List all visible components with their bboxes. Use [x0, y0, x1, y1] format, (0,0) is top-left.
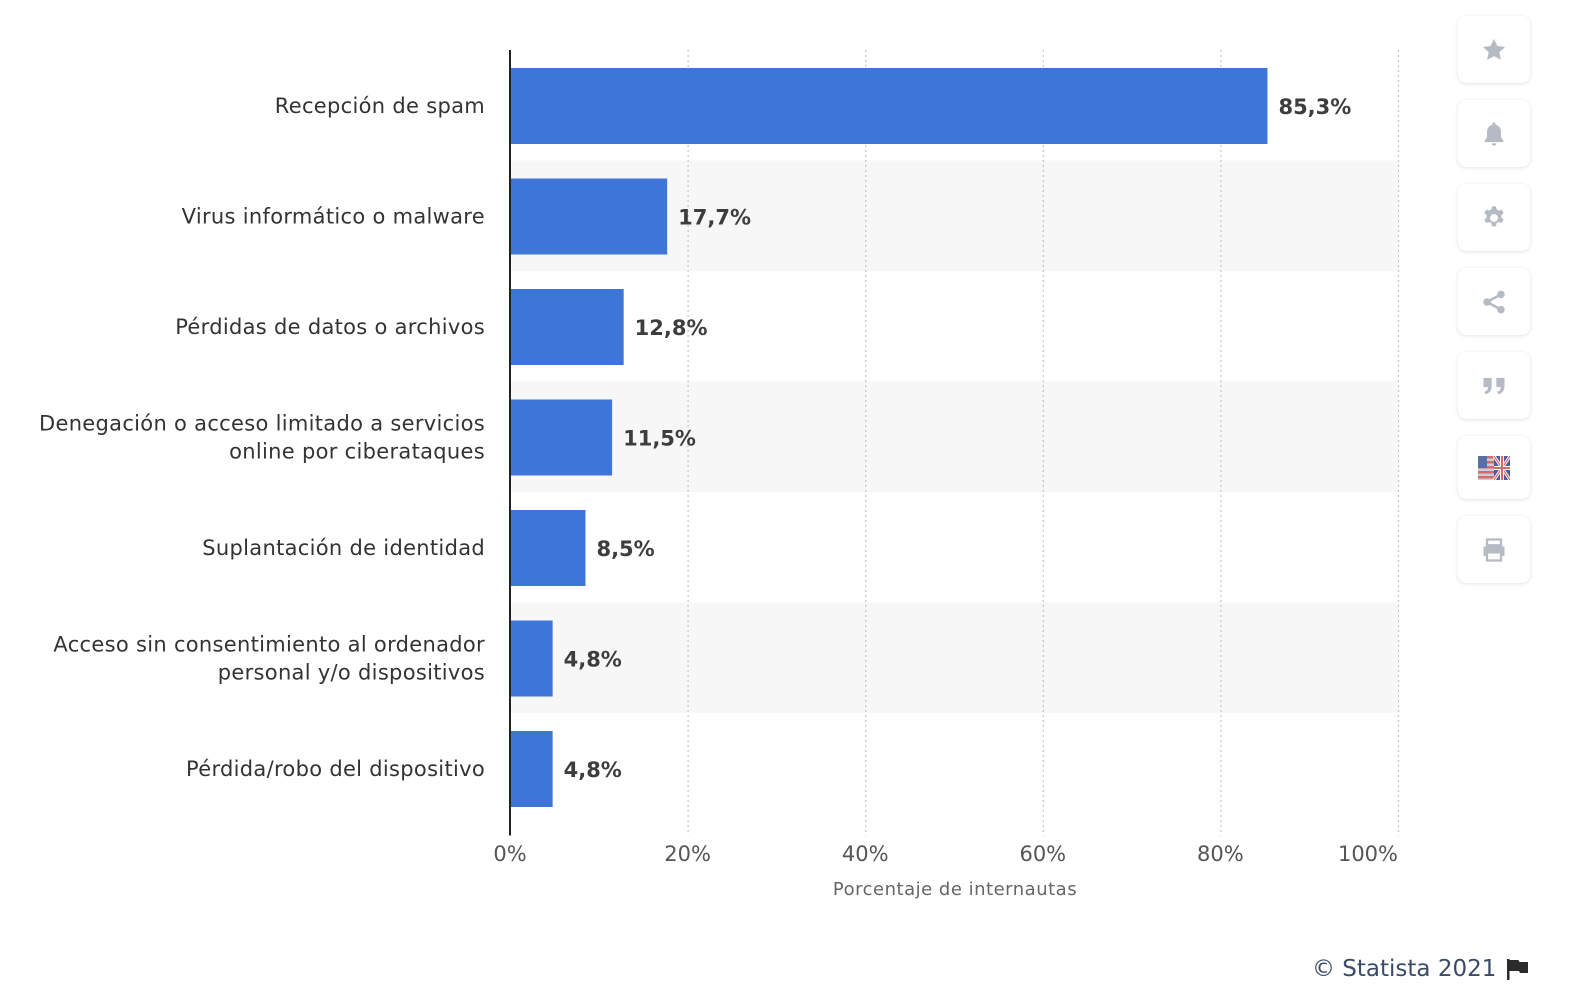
cite-button[interactable]	[1458, 352, 1530, 419]
category-label: Suplantación de identidad	[202, 536, 485, 560]
value-label: 12,8%	[635, 316, 708, 340]
value-labels: 85,3% 17,7% 12,8% 11,5% 8,5% 4,8% 4,8%	[564, 95, 1352, 782]
x-axis-title: Porcentaje de internautas	[833, 879, 1077, 900]
share-icon	[1483, 290, 1505, 313]
row-stripes	[510, 160, 1398, 713]
category-label-line: Recepción de spam	[275, 94, 485, 118]
star-icon	[1482, 38, 1506, 60]
x-tick-label: 100%	[1338, 842, 1398, 866]
value-label: 4,8%	[564, 758, 622, 782]
x-tick-labels: 0% 20% 40% 60% 80% 100%	[493, 842, 1398, 866]
credits[interactable]: © Statista 2021	[1312, 952, 1530, 986]
value-label: 11,5%	[623, 427, 696, 451]
print-button[interactable]	[1458, 516, 1530, 583]
category-label: Pérdida/robo del dispositivo	[186, 757, 485, 781]
category-label-line: personal y/o dispositivos	[218, 661, 485, 685]
credits-text[interactable]: © Statista 2021	[1312, 956, 1497, 982]
value-label: 8,5%	[596, 537, 654, 561]
category-label: Pérdidas de datos o archivos	[175, 315, 485, 339]
bar[interactable]	[510, 178, 668, 255]
grid-lines	[687, 50, 1400, 836]
category-label: Recepción de spam	[275, 94, 485, 118]
bar-chart: Recepción de spam Virus informático o mal…	[39, 50, 1400, 900]
category-label-line: Virus informático o malware	[182, 205, 485, 229]
category-label-line: Pérdida/robo del dispositivo	[186, 757, 485, 781]
bar[interactable]	[510, 399, 613, 476]
bar[interactable]	[510, 620, 553, 697]
favorite-button[interactable]	[1458, 16, 1530, 83]
bell-icon	[1484, 121, 1504, 146]
x-tick-label: 60%	[1019, 842, 1066, 866]
bar[interactable]	[510, 68, 1268, 144]
x-tick-label: 20%	[664, 842, 711, 866]
bar[interactable]	[510, 289, 624, 365]
quote-icon	[1483, 377, 1505, 394]
category-label: Virus informático o malware	[182, 205, 485, 229]
category-labels: Recepción de spam Virus informático o mal…	[39, 94, 485, 781]
category-label-line: online por ciberataques	[229, 440, 485, 464]
category-label-line: Pérdidas de datos o archivos	[175, 315, 485, 339]
gear-icon	[1484, 205, 1504, 226]
x-tick-label: 40%	[842, 842, 889, 866]
x-tick-label: 0%	[493, 842, 526, 866]
category-label-line: Denegación o acceso limitado a servicios	[39, 412, 485, 436]
printer-icon	[1483, 537, 1505, 562]
category-label: Acceso sin consentimiento al ordenador pe…	[53, 633, 485, 685]
flag-pennant-icon	[1507, 959, 1529, 980]
x-tick-label: 80%	[1197, 842, 1244, 866]
share-button[interactable]	[1458, 268, 1530, 335]
category-label: Denegación o acceso limitado a servicios…	[39, 412, 485, 464]
language-button[interactable]	[1458, 436, 1530, 499]
bars	[510, 68, 1268, 807]
flag-icon	[1478, 455, 1510, 480]
bar[interactable]	[510, 731, 553, 807]
notification-button[interactable]	[1458, 100, 1530, 167]
bar[interactable]	[510, 510, 586, 586]
value-label: 4,8%	[564, 648, 622, 672]
category-label-line: Suplantación de identidad	[202, 536, 485, 560]
settings-button[interactable]	[1458, 184, 1530, 251]
category-label-line: Acceso sin consentimiento al ordenador	[53, 633, 485, 657]
row-stripe	[510, 381, 1398, 492]
value-label: 17,7%	[678, 206, 751, 230]
value-label: 85,3%	[1278, 95, 1351, 119]
row-stripe	[510, 602, 1398, 713]
